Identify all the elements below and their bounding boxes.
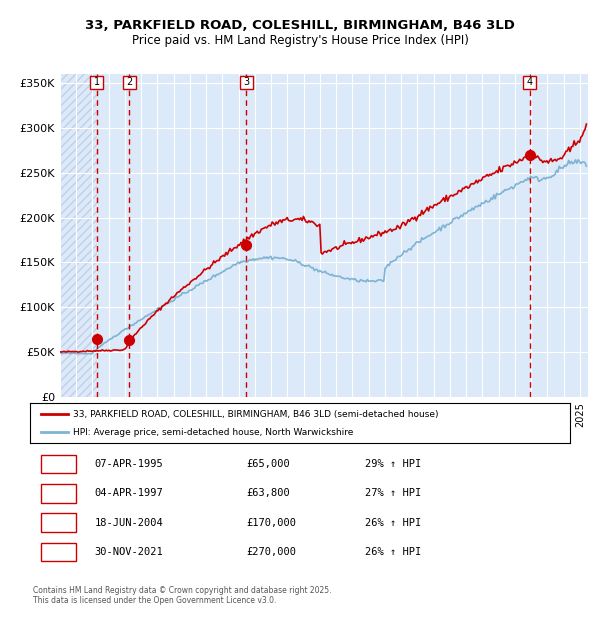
Text: 1: 1 [94, 78, 100, 87]
Text: 33, PARKFIELD ROAD, COLESHILL, BIRMINGHAM, B46 3LD: 33, PARKFIELD ROAD, COLESHILL, BIRMINGHA… [85, 19, 515, 32]
Text: HPI: Average price, semi-detached house, North Warwickshire: HPI: Average price, semi-detached house,… [73, 428, 353, 436]
Text: 26% ↑ HPI: 26% ↑ HPI [365, 518, 421, 528]
Text: £65,000: £65,000 [246, 459, 290, 469]
Text: 2: 2 [126, 78, 133, 87]
Text: 3: 3 [55, 518, 61, 528]
FancyBboxPatch shape [123, 76, 136, 89]
Bar [60, 74, 97, 397]
Text: 26% ↑ HPI: 26% ↑ HPI [365, 547, 421, 557]
Text: 33, PARKFIELD ROAD, COLESHILL, BIRMINGHAM, B46 3LD (semi-detached house): 33, PARKFIELD ROAD, COLESHILL, BIRMINGHA… [73, 410, 439, 418]
Text: £170,000: £170,000 [246, 518, 296, 528]
Text: 3: 3 [243, 78, 250, 87]
FancyBboxPatch shape [41, 513, 76, 532]
Text: 4: 4 [55, 547, 61, 557]
Text: 07-APR-1995: 07-APR-1995 [95, 459, 164, 469]
Text: 27% ↑ HPI: 27% ↑ HPI [365, 489, 421, 498]
Text: 04-APR-1997: 04-APR-1997 [95, 489, 164, 498]
FancyBboxPatch shape [41, 484, 76, 503]
FancyBboxPatch shape [91, 76, 103, 89]
Text: Price paid vs. HM Land Registry's House Price Index (HPI): Price paid vs. HM Land Registry's House … [131, 34, 469, 47]
Text: 18-JUN-2004: 18-JUN-2004 [95, 518, 164, 528]
Text: 1: 1 [55, 459, 61, 469]
Text: 4: 4 [527, 78, 533, 87]
FancyBboxPatch shape [41, 542, 76, 561]
FancyBboxPatch shape [523, 76, 536, 89]
Text: £270,000: £270,000 [246, 547, 296, 557]
Text: 30-NOV-2021: 30-NOV-2021 [95, 547, 164, 557]
Text: £63,800: £63,800 [246, 489, 290, 498]
Text: Contains HM Land Registry data © Crown copyright and database right 2025.
This d: Contains HM Land Registry data © Crown c… [33, 586, 331, 605]
Text: 2: 2 [55, 489, 61, 498]
Text: 29% ↑ HPI: 29% ↑ HPI [365, 459, 421, 469]
FancyBboxPatch shape [240, 76, 253, 89]
FancyBboxPatch shape [41, 454, 76, 473]
